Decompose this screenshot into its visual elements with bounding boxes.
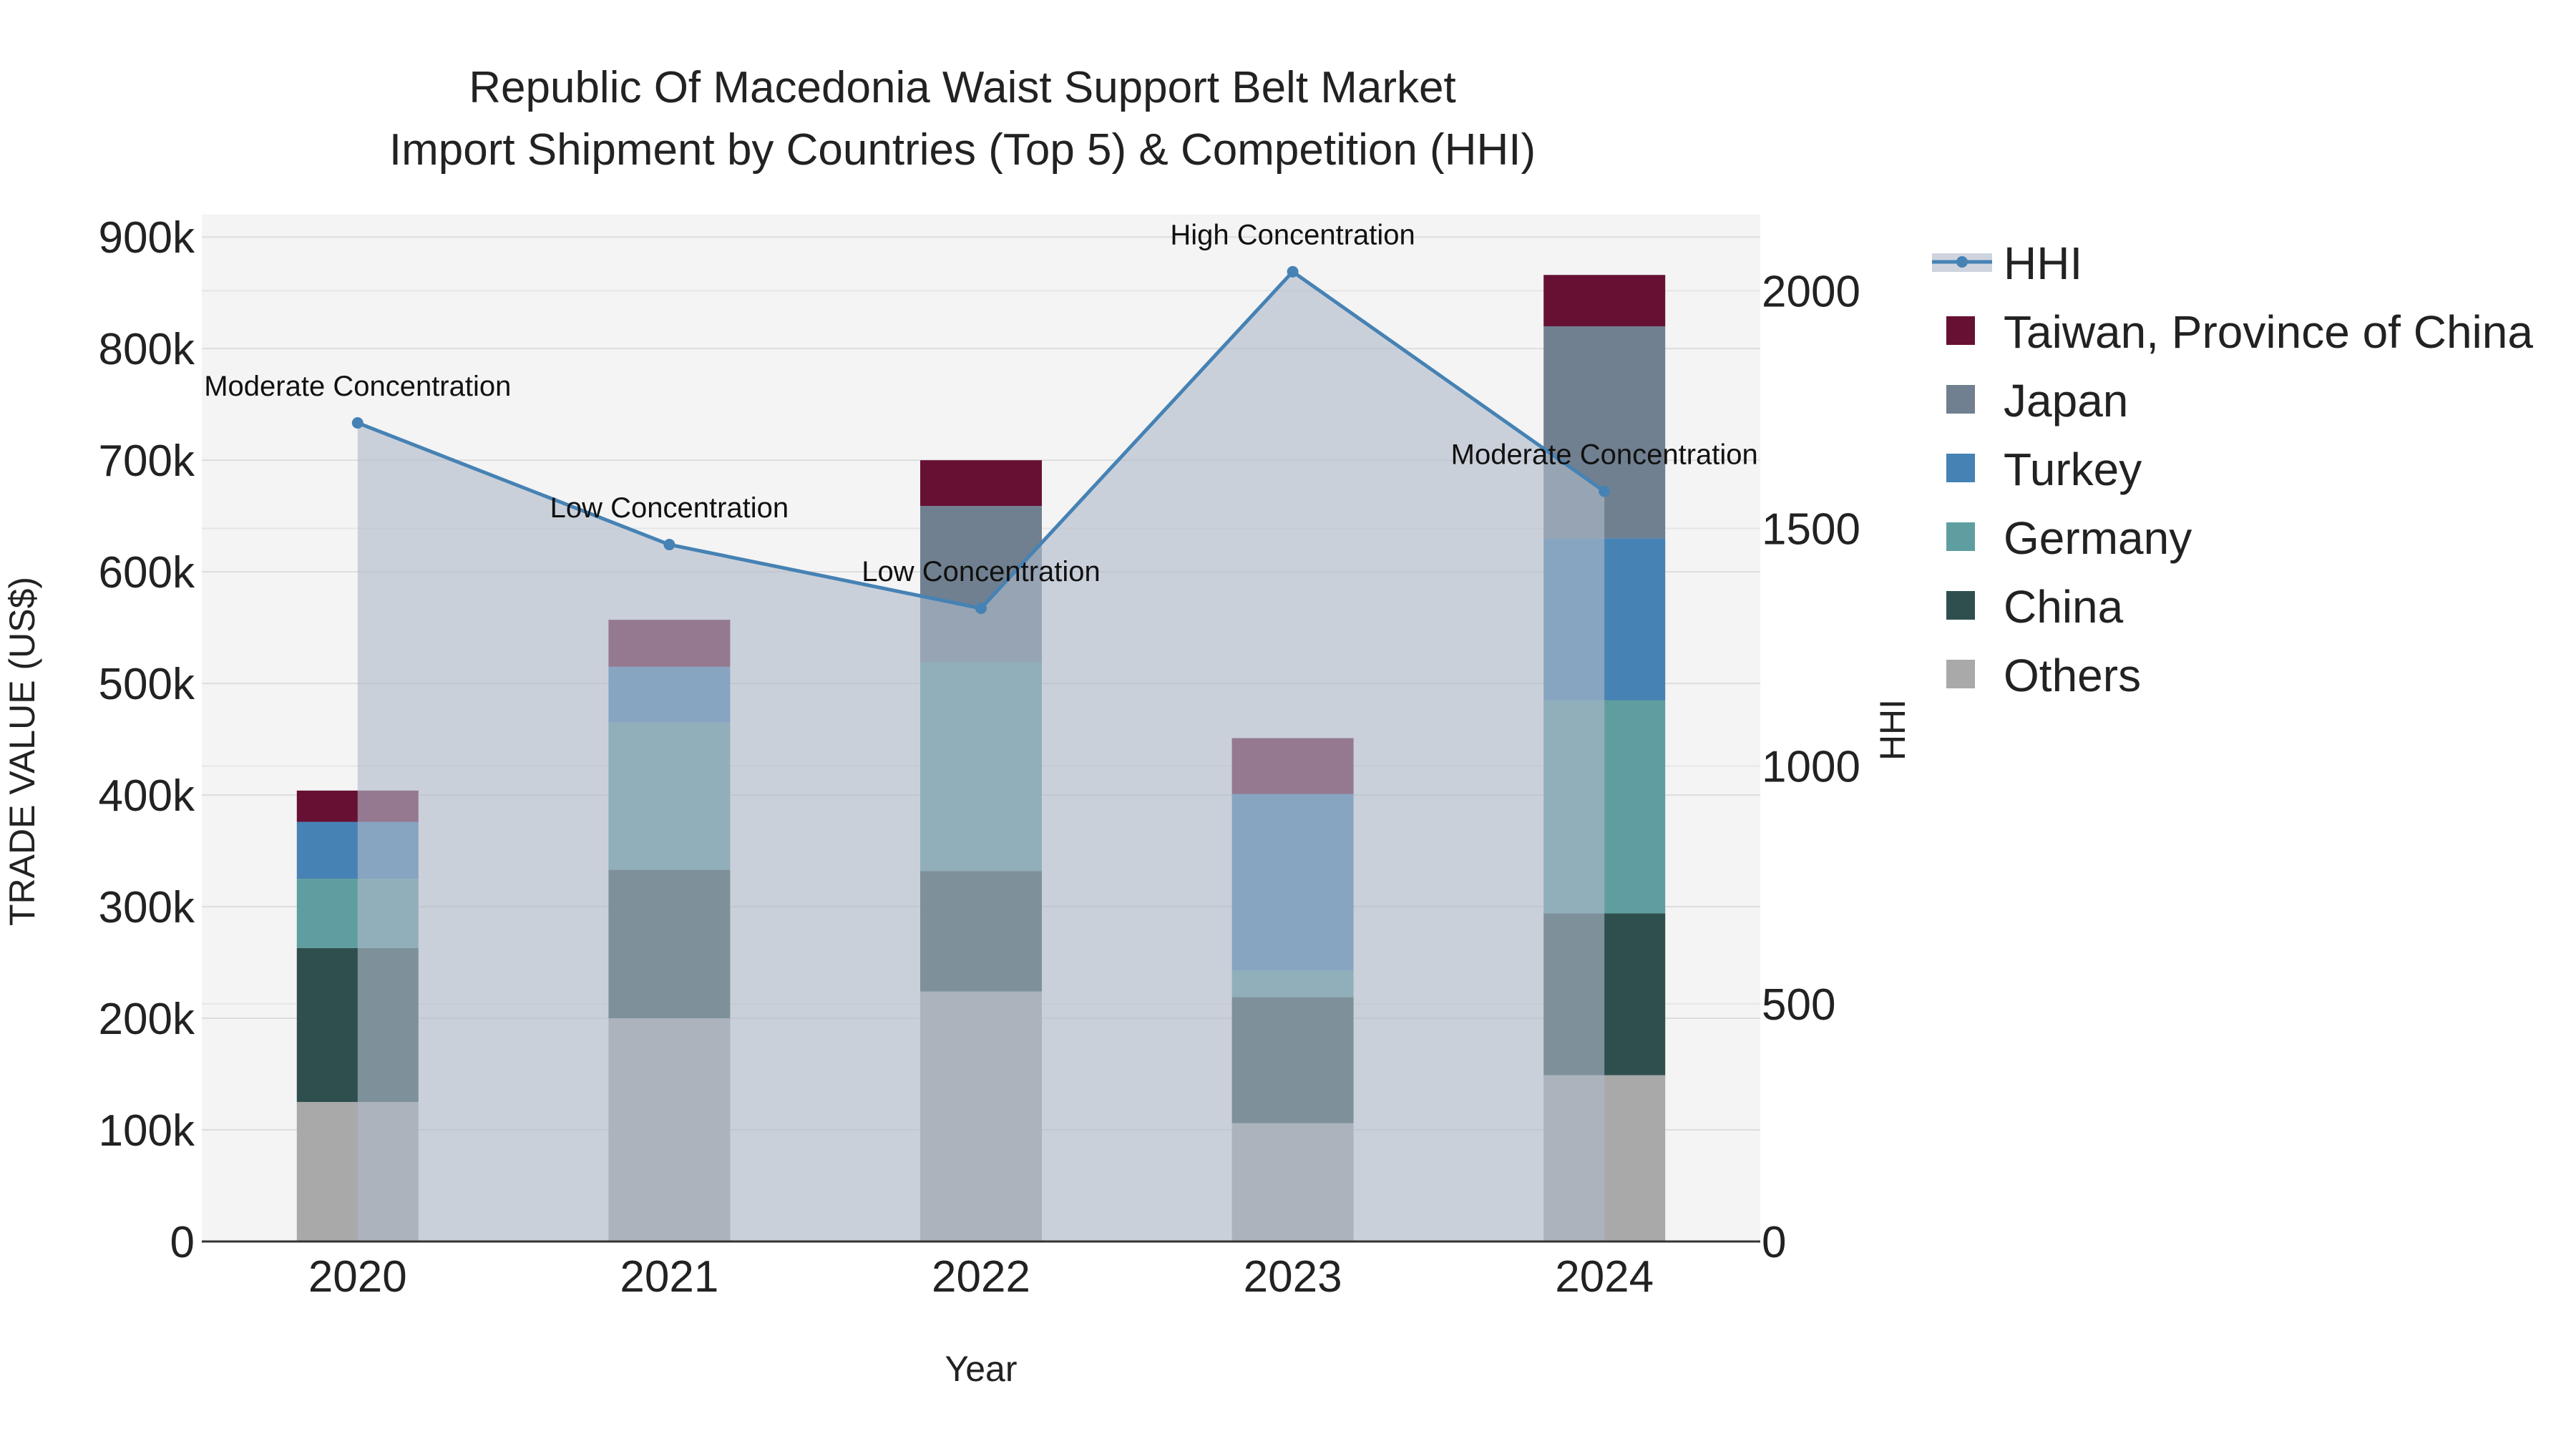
hhi-annotation: Low Concentration xyxy=(550,492,789,524)
legend-label: China xyxy=(2004,581,2124,633)
y2-tick-label: 1000 xyxy=(1762,743,1860,792)
legend-swatch xyxy=(1946,316,1975,345)
x-tick-label: 2023 xyxy=(1244,1252,1342,1302)
y2-tick-label: 2000 xyxy=(1762,267,1860,316)
legend-label: Japan xyxy=(2004,375,2128,426)
hhi-layer: Moderate Concentration Low Concentration L… xyxy=(204,220,1758,1242)
legend-swatch xyxy=(1946,660,1975,688)
y2-axis-ticks: 0 500 1000 1500 2000 xyxy=(1762,267,1860,1267)
legend: HHI Taiwan, Province of China Japan Turkey G… xyxy=(1932,238,2533,701)
y-tick-label: 500k xyxy=(99,660,195,709)
hhi-annotation: Moderate Concentration xyxy=(1451,439,1758,471)
y-tick-label: 100k xyxy=(99,1106,195,1156)
x-tick-label: 2020 xyxy=(308,1252,407,1302)
y2-tick-label: 1500 xyxy=(1762,504,1860,554)
legend-label: Turkey xyxy=(2004,444,2142,495)
y-axis-label: TRADE VALUE (US$) xyxy=(2,577,42,926)
legend-label: Germany xyxy=(2004,512,2192,564)
legend-swatch xyxy=(1946,591,1975,620)
y-tick-label: 0 xyxy=(170,1218,195,1267)
y-tick-label: 300k xyxy=(99,883,195,932)
legend-label: HHI xyxy=(2004,238,2082,289)
y-tick-label: 800k xyxy=(99,325,195,374)
hhi-point xyxy=(1599,485,1611,497)
legend-swatch xyxy=(1946,385,1975,414)
y-tick-label: 200k xyxy=(99,995,195,1044)
x-axis-ticks: 2020 2021 2022 2023 2024 xyxy=(308,1252,1654,1302)
y2-tick-label: 500 xyxy=(1762,980,1835,1030)
y-tick-label: 600k xyxy=(99,548,195,597)
y-axis-ticks: 0 100k 200k 300k 400k 500k 600k 700k 800k 900k xyxy=(99,213,195,1267)
hhi-area xyxy=(357,271,1605,1242)
hhi-annotation: High Concentration xyxy=(1170,220,1415,251)
hhi-annotation: Low Concentration xyxy=(862,556,1101,587)
bar-segment xyxy=(920,460,1042,507)
y-tick-label: 400k xyxy=(99,771,195,821)
legend-swatch xyxy=(1946,454,1975,482)
chart-subtitle: Import Shipment by Countries (Top 5) & C… xyxy=(389,125,1536,175)
hhi-point xyxy=(975,602,987,615)
legend-swatch xyxy=(1946,522,1975,551)
x-tick-label: 2024 xyxy=(1555,1252,1654,1302)
hhi-point xyxy=(663,539,675,551)
bar-segment xyxy=(1543,275,1666,326)
legend-label: Taiwan, Province of China xyxy=(2004,306,2533,358)
x-axis-label: Year xyxy=(945,1349,1017,1389)
y-tick-label: 900k xyxy=(99,213,195,263)
x-tick-label: 2022 xyxy=(932,1252,1030,1302)
y2-tick-label: 0 xyxy=(1762,1218,1786,1267)
y-tick-label: 700k xyxy=(99,436,195,486)
x-tick-label: 2021 xyxy=(620,1252,718,1302)
chart-title: Republic Of Macedonia Waist Support Belt… xyxy=(469,63,1456,112)
hhi-point xyxy=(1287,265,1299,278)
y2-axis-label: HHI xyxy=(1873,699,1913,761)
hhi-annotation: Moderate Concentration xyxy=(204,371,511,402)
hhi-point xyxy=(351,416,364,429)
legend-hhi-marker xyxy=(1956,256,1968,268)
legend-label: Others xyxy=(2004,650,2141,701)
